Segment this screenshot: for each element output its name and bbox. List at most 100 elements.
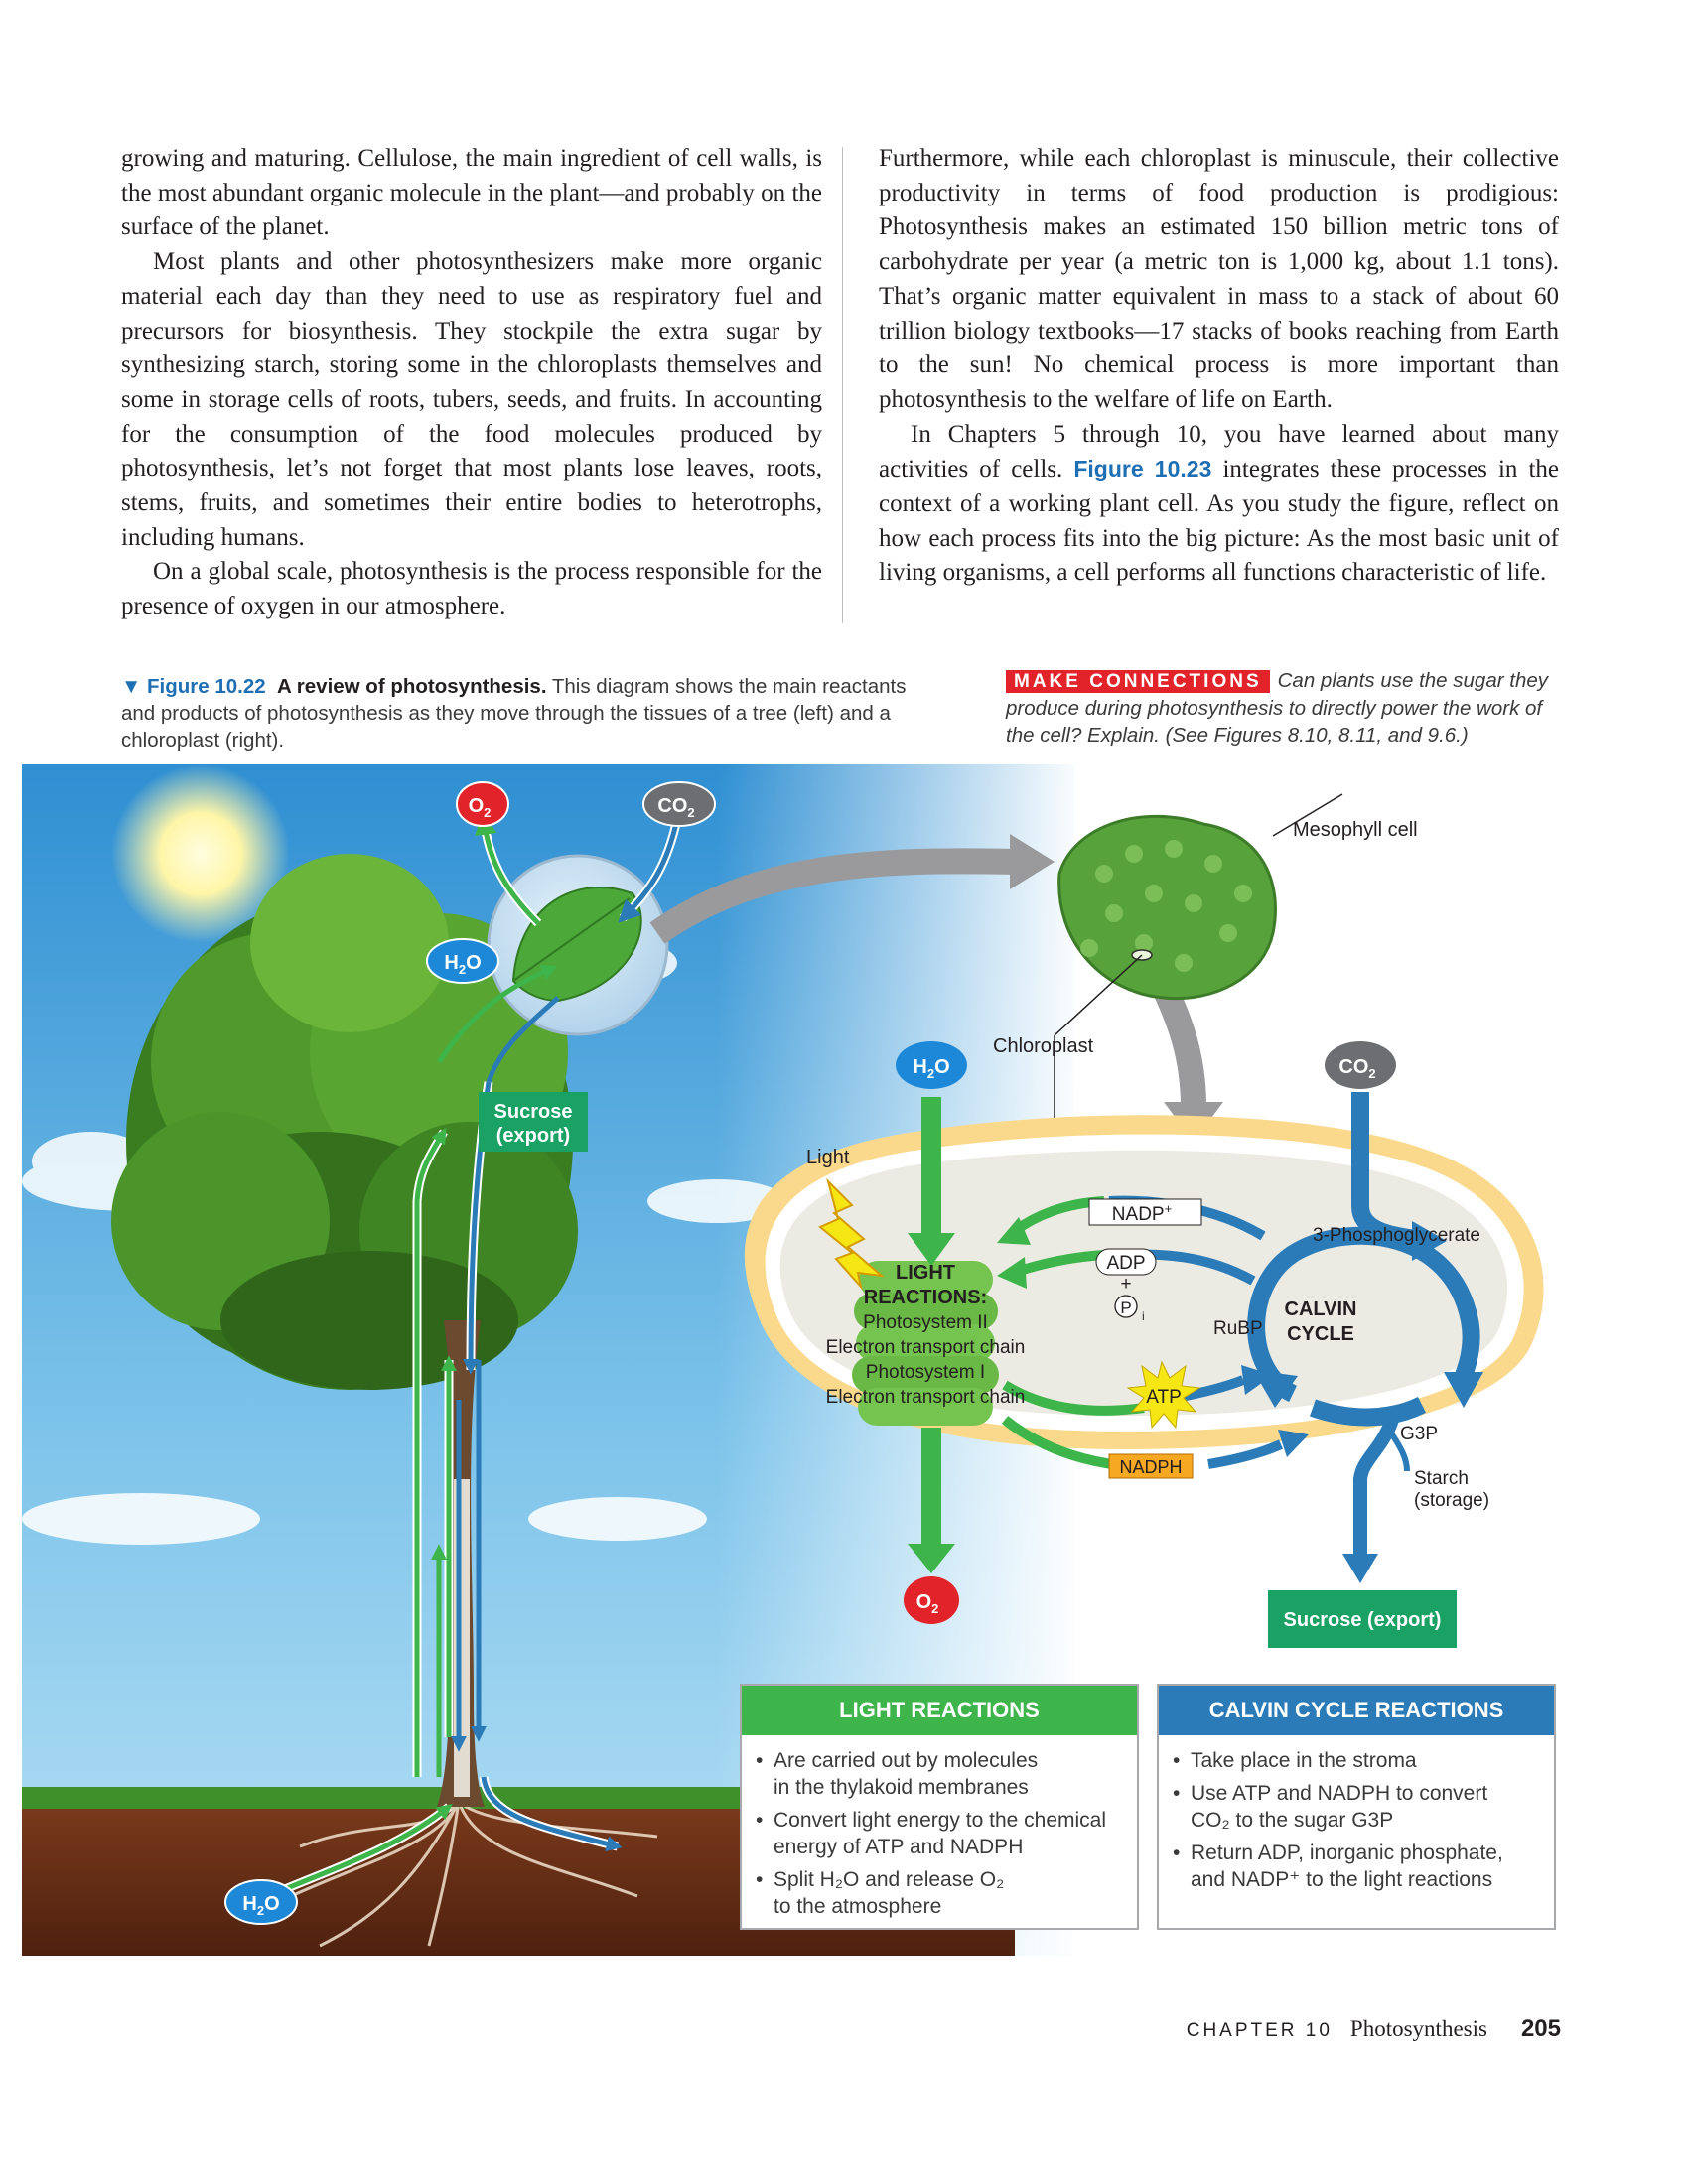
adp-return-arrow-head — [997, 1257, 1027, 1289]
nadp-return-arrow-head — [997, 1217, 1031, 1245]
o2-chloroplast-label: O2 — [916, 1591, 939, 1616]
light-reactions-title-1: LIGHT — [896, 1262, 955, 1284]
photosystem-i-label: Photosystem I — [866, 1362, 985, 1383]
zoom-arrow-head — [1010, 834, 1055, 889]
o2-leaf-arrow — [475, 812, 540, 925]
grass — [22, 1787, 757, 1809]
co2-tree-label: CO2 — [657, 795, 694, 820]
calvin-arrow-g3p — [1444, 1372, 1483, 1408]
paragraph-text: In Chapters 5 through 10, you have learn… — [879, 420, 1559, 483]
calvin-label-line2: CYCLE — [1287, 1323, 1354, 1345]
calvin-label-line1: CALVIN — [1285, 1298, 1357, 1320]
calvin-cycle-list: Take place in the stroma Use ATP and NAD… — [1159, 1747, 1554, 1893]
calvin-cycle-ring — [1247, 1226, 1480, 1403]
sucrose-tree-label-1: Sucrose — [494, 1101, 573, 1123]
page-footer: CHAPTER 10 Photosynthesis 205 — [1187, 2015, 1561, 2043]
sucrose-export-badge — [1268, 1590, 1457, 1648]
list-item: Convert light energy to the chemical ener… — [756, 1807, 1137, 1860]
figure-link[interactable]: Figure 10.23 — [1073, 456, 1212, 482]
list-item-text: Use ATP and NADPH to convert — [1191, 1782, 1488, 1805]
h2o-chloroplast-badge — [896, 1041, 967, 1089]
list-item-text: Split H₂O and release O₂ — [774, 1868, 1005, 1891]
sucrose-export-label: Sucrose (export) — [1284, 1609, 1442, 1631]
sucrose-export-arrow — [1353, 1417, 1399, 1559]
mesophyll-cell — [1057, 814, 1277, 1001]
xylem-band — [454, 1479, 470, 1797]
chloroplast-leader — [1054, 954, 1143, 1036]
footer-title: Photosynthesis — [1349, 2016, 1487, 2041]
sucrose-tree-label-2: (export) — [496, 1125, 570, 1147]
calvin-cycle-bottom — [1310, 1396, 1427, 1427]
figure-number: Figure 10.22 — [147, 675, 266, 698]
nadph-box — [1108, 1453, 1194, 1479]
sucrose-export-arrow-head — [1342, 1554, 1378, 1583]
list-item-text: and NADP⁺ to the light reactions — [1191, 1868, 1493, 1891]
right-column: Furthermore, while each chloroplast is m… — [879, 142, 1559, 591]
paragraph: growing and maturing. Cellulose, the mai… — [121, 145, 822, 241]
list-item-text: to the atmosphere — [774, 1895, 942, 1918]
adp-box — [1095, 1248, 1157, 1276]
atp-arrow-head — [1241, 1365, 1273, 1395]
adp-return-green — [1018, 1250, 1105, 1276]
g3p-label: G3P — [1400, 1424, 1438, 1444]
thylakoid-stack — [852, 1261, 999, 1426]
figure-caption: ▼ Figure 10.22 A review of photosynthesi… — [121, 673, 915, 753]
list-item-text: Convert light energy to the chemical — [774, 1809, 1107, 1832]
paragraph: In Chapters 5 through 10, you have learn… — [879, 418, 1559, 592]
atp-arrow-green — [1002, 1380, 1145, 1416]
atp-label: ATP — [1146, 1387, 1182, 1408]
plus-label: + — [1120, 1274, 1131, 1295]
list-item: Use ATP and NADPH to convert CO₂ to the s… — [1173, 1780, 1554, 1834]
starch-label-line2: (storage) — [1414, 1490, 1489, 1511]
co2-leaf-arrow — [618, 818, 680, 923]
list-item-text: in the thylakoid membranes — [774, 1776, 1029, 1799]
mesophyll-label: Mesophyll cell — [1293, 819, 1418, 841]
light-reactions-header: LIGHT REACTIONS — [742, 1686, 1137, 1735]
list-item: Return ADP, inorganic phosphate, and NADP… — [1173, 1840, 1554, 1893]
make-connections: MAKE CONNECTIONS Can plants use the sugar… — [1006, 667, 1572, 749]
paragraph: Furthermore, while each chloroplast is m… — [879, 145, 1559, 413]
co2-chloroplast-label: CO2 — [1338, 1056, 1375, 1081]
nadph-arrow-blue — [1207, 1439, 1284, 1469]
figure-title: A review of photosynthesis. — [277, 675, 547, 698]
list-item-text: Are carried out by molecules — [774, 1749, 1039, 1772]
starch-label-line1: Starch — [1414, 1468, 1469, 1489]
sucrose-from-leaf-arrow — [486, 996, 560, 1083]
paragraph: On a global scale, photosynthesis is the… — [121, 558, 822, 620]
pi-label: P — [1120, 1298, 1131, 1317]
make-connections-label: MAKE CONNECTIONS — [1006, 670, 1270, 693]
h2o-root-label: H2O — [242, 1893, 279, 1918]
paragraph: Most plants and other photosynthesizers … — [121, 248, 822, 551]
etc-label-2: Electron transport chain — [826, 1387, 1026, 1408]
nadp-plus-box — [1088, 1198, 1202, 1226]
make-connections-text: Can plants use the sugar they produce du… — [1006, 669, 1548, 747]
nadp-plus-label: NADP+ — [1112, 1201, 1172, 1225]
footer-chapter: CHAPTER 10 — [1186, 2020, 1333, 2041]
o2-arrow-shaft — [921, 1428, 941, 1547]
h2o-arrow-shaft — [921, 1097, 941, 1236]
tree-crown — [111, 854, 578, 1390]
starch-arrow — [1387, 1430, 1410, 1472]
trunk-transport-arrows — [278, 1081, 623, 1896]
left-column: growing and maturing. Cellulose, the mai… — [121, 142, 822, 624]
light-bolt-icon — [818, 1177, 886, 1291]
caption-marker: ▼ — [121, 675, 142, 698]
sucrose-tree-badge — [479, 1092, 588, 1152]
photosystem-ii-label: Photosystem II — [863, 1312, 988, 1333]
rubp-label: RuBP — [1213, 1318, 1263, 1339]
photosynthesis-figure: Mesophyll cell Chloroplast H2O O2 CO2 CA… — [22, 764, 1544, 1956]
o2-arrow-head — [908, 1544, 955, 1573]
etc-label-1: Electron transport chain — [826, 1337, 1026, 1358]
h2o-to-leaf-arrow — [436, 965, 558, 1064]
pi-sub-label: i — [1142, 1309, 1145, 1323]
list-item-text: energy of ATP and NADPH — [774, 1836, 1024, 1858]
sun-icon — [111, 764, 290, 943]
caption-text: This diagram shows the main reactants an… — [121, 675, 907, 751]
list-item-text: CO₂ to the sugar G3P — [1191, 1809, 1394, 1832]
light-reactions-list: Are carried out by molecules in the thyla… — [742, 1747, 1137, 1920]
zoom-arrow — [649, 848, 1016, 944]
mesophyll-leader — [1272, 793, 1343, 837]
nadph-label: NADPH — [1119, 1457, 1182, 1477]
list-item: Are carried out by molecules in the thyla… — [756, 1747, 1137, 1801]
light-label: Light — [806, 1147, 850, 1168]
